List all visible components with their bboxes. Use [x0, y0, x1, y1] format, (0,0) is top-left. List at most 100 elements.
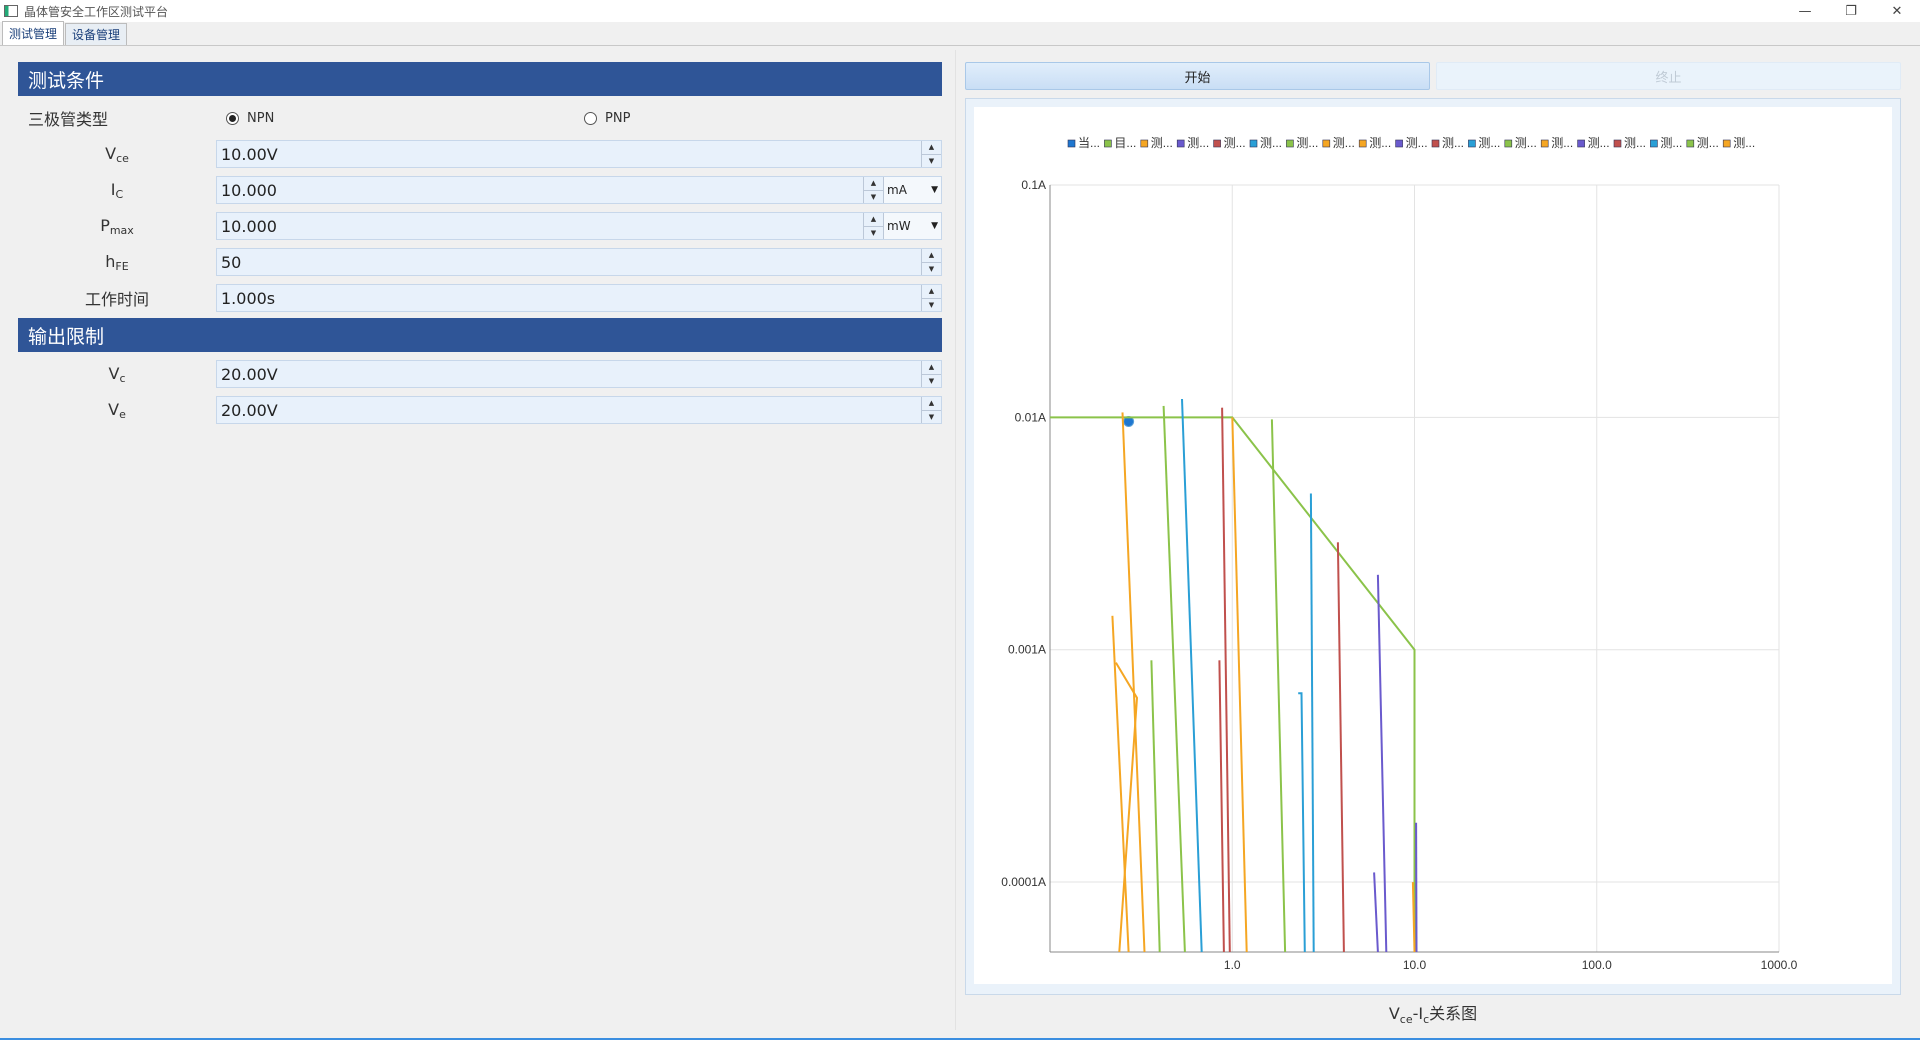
vc-label: Vc [108, 363, 126, 385]
spin-down-icon[interactable]: ▼ [922, 297, 941, 312]
x-tick-label: 1000.0 [1761, 958, 1798, 972]
legend-swatch [1540, 139, 1549, 148]
legend-swatch [1286, 139, 1294, 148]
tab-test-management[interactable]: 测试管理 [2, 21, 65, 45]
spin-up-icon[interactable]: ▲ [870, 179, 877, 188]
ic-unit-select[interactable]: mA ▼ [883, 177, 941, 203]
spin-down-icon[interactable]: ▼ [922, 261, 941, 276]
legend-label: 测... [1478, 136, 1500, 150]
legend-swatch [1176, 139, 1185, 148]
vce-value: 10.00V [221, 144, 278, 164]
legend-label: 测... [1333, 136, 1355, 150]
vce-ic-chart: 1.0 10.0 100.0 1000.0 0.1A 0.01A 0.001A 0.0001A… [1001, 136, 1798, 972]
pmax-input[interactable]: 10.000 ▲ ▼ mW ▼ [216, 212, 942, 240]
legend-swatch [1322, 139, 1331, 148]
legend-label: 当... [1078, 136, 1100, 150]
stop-button[interactable]: 终止 [1436, 62, 1901, 90]
hfe-spinner[interactable]: ▲ ▼ [921, 249, 941, 275]
spin-up-icon[interactable]: ▲ [870, 215, 877, 224]
legend-swatch [1613, 139, 1622, 148]
series-line [1298, 692, 1306, 953]
legend-label: 测... [1551, 136, 1573, 150]
legend-label: 测... [1224, 136, 1246, 150]
npn-label: NPN [247, 110, 275, 126]
legend-label: 测... [1406, 136, 1428, 150]
spin-up-icon[interactable]: ▲ [928, 399, 935, 408]
hfe-input[interactable]: 50 ▲ ▼ [216, 248, 942, 276]
series-line [1150, 660, 1161, 953]
series-line [1376, 574, 1388, 953]
transistor-type-label: 三极管类型 [28, 110, 109, 129]
series-line [1221, 407, 1231, 953]
ve-input[interactable]: 20.00V ▲ ▼ [216, 396, 942, 424]
tab-device-management[interactable]: 设备管理 [65, 23, 128, 45]
series-line [1162, 405, 1186, 953]
series-line [1373, 872, 1379, 953]
legend-swatch [1249, 139, 1258, 148]
ve-spinner[interactable]: ▲ ▼ [921, 397, 941, 423]
test-conditions-header: 测试条件 [18, 62, 942, 96]
ic-spinner[interactable]: ▲ ▼ [863, 177, 883, 203]
y-tick-label: 0.01A [1015, 410, 1046, 424]
vce-spinner[interactable]: ▲ ▼ [921, 141, 941, 167]
legend-label: 测... [1260, 136, 1282, 150]
npn-radio[interactable]: NPN [226, 111, 274, 126]
y-tick-label: 0.0001A [1001, 875, 1046, 889]
spin-down-icon[interactable]: ▼ [922, 409, 941, 424]
series-line [1218, 660, 1225, 953]
chart-area: 1.0 10.0 100.0 1000.0 0.1A 0.01A 0.001A 0.0001A… [974, 107, 1892, 984]
chevron-down-icon: ▼ [931, 185, 938, 195]
vce-input[interactable]: 10.00V ▲ ▼ [216, 140, 942, 168]
window-title: 晶体管安全工作区测试平台 [24, 4, 169, 19]
pmax-value: 10.000 [221, 216, 277, 236]
ve-label: Ve [108, 399, 126, 421]
work-time-spinner[interactable]: ▲ ▼ [921, 285, 941, 311]
ic-label: IC [110, 179, 124, 201]
tab-bar: 测试管理 设备管理 [0, 21, 1920, 46]
control-panel: 开始 终止 [965, 62, 1901, 90]
legend-swatch [1395, 139, 1403, 148]
ic-input[interactable]: 10.000 ▲ ▼ mA ▼ [216, 176, 942, 204]
vc-input[interactable]: 20.00V ▲ ▼ [216, 360, 942, 388]
series-line [1181, 398, 1203, 953]
series-line [1411, 882, 1416, 953]
spin-up-icon[interactable]: ▲ [928, 251, 935, 260]
series-line [1270, 419, 1287, 953]
spin-down-icon[interactable]: ▼ [922, 373, 941, 388]
legend-label: 测... [1442, 136, 1464, 150]
pmax-spinner[interactable]: ▲ ▼ [863, 213, 883, 239]
spin-down-icon[interactable]: ▼ [864, 189, 883, 204]
window-bottom-border [0, 1038, 1920, 1040]
legend-label: 测... [1660, 136, 1682, 150]
spin-down-icon[interactable]: ▼ [922, 153, 941, 168]
work-time-row: 工作时间 1.000s ▲ ▼ [18, 280, 942, 316]
panel-splitter[interactable] [955, 50, 956, 1030]
minimize-icon[interactable]: — [1798, 3, 1812, 19]
pmax-unit-select[interactable]: mW ▼ [883, 213, 941, 239]
pnp-label: PNP [605, 110, 631, 126]
chevron-down-icon: ▼ [931, 221, 938, 231]
pmax-row: Pmax 10.000 ▲ ▼ mW ▼ [18, 208, 942, 244]
ic-value: 10.000 [221, 180, 277, 200]
legend-swatch [1140, 139, 1149, 148]
x-tick-label: 10.0 [1403, 958, 1427, 972]
close-icon[interactable]: ✕ [1891, 3, 1903, 19]
vce-label: Vce [105, 143, 129, 165]
spin-up-icon[interactable]: ▲ [928, 143, 935, 152]
spin-up-icon[interactable]: ▲ [928, 287, 935, 296]
spin-down-icon[interactable]: ▼ [864, 225, 883, 240]
legend-label: 测... [1187, 136, 1209, 150]
ic-row: IC 10.000 ▲ ▼ mA ▼ [18, 172, 942, 208]
spin-up-icon[interactable]: ▲ [928, 363, 935, 372]
vc-spinner[interactable]: ▲ ▼ [921, 361, 941, 387]
legend-swatch [1431, 139, 1440, 148]
legend-swatch [1504, 139, 1513, 148]
restore-icon[interactable]: ❐ [1845, 3, 1857, 19]
control-buttons: 开始 终止 [965, 62, 1901, 90]
vc-value: 20.00V [221, 364, 278, 384]
legend-swatch [1650, 139, 1658, 148]
work-time-label: 工作时间 [84, 290, 149, 309]
start-button[interactable]: 开始 [965, 62, 1430, 90]
pnp-radio[interactable]: PNP [584, 111, 630, 126]
work-time-input[interactable]: 1.000s ▲ ▼ [216, 284, 942, 312]
